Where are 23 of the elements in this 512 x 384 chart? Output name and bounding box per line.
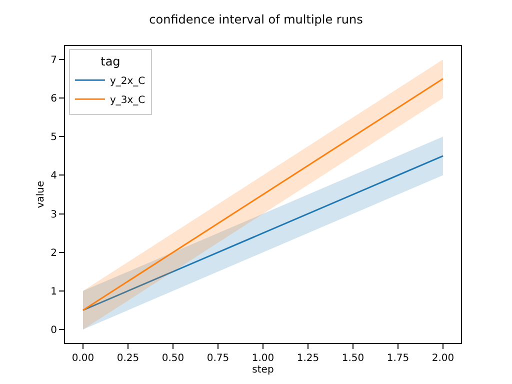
legend-label: y_2x_C bbox=[110, 76, 146, 87]
y-tick-label: 7 bbox=[50, 55, 57, 66]
x-tick-label: 0.00 bbox=[72, 353, 94, 364]
y-tick-label: 5 bbox=[50, 132, 57, 144]
y-tick-label: 1 bbox=[50, 286, 57, 298]
x-tick-label: 0.75 bbox=[206, 353, 230, 364]
x-tick-label: 1.75 bbox=[386, 353, 410, 364]
y-tick-label: 4 bbox=[50, 170, 57, 182]
x-tick-label: 1.50 bbox=[342, 353, 364, 364]
x-tick-label: 1.25 bbox=[296, 353, 320, 364]
x-axis-title: step bbox=[252, 364, 274, 376]
y-tick-label: 3 bbox=[50, 209, 57, 220]
x-tick-label: 2.00 bbox=[432, 353, 454, 364]
y-tick-label: 0 bbox=[50, 325, 57, 336]
x-tick-label: 0.25 bbox=[116, 353, 140, 364]
y-tick-label: 2 bbox=[50, 248, 57, 259]
x-tick-label: 1.00 bbox=[252, 353, 274, 364]
chart-title: confidence interval of multiple runs bbox=[149, 12, 363, 26]
legend-label: y_3x_C bbox=[110, 94, 146, 106]
y-tick-label: 6 bbox=[50, 94, 57, 105]
x-tick-label: 0.50 bbox=[162, 353, 184, 364]
y-axis-title: value bbox=[36, 180, 47, 208]
legend-title: tag bbox=[100, 54, 120, 69]
